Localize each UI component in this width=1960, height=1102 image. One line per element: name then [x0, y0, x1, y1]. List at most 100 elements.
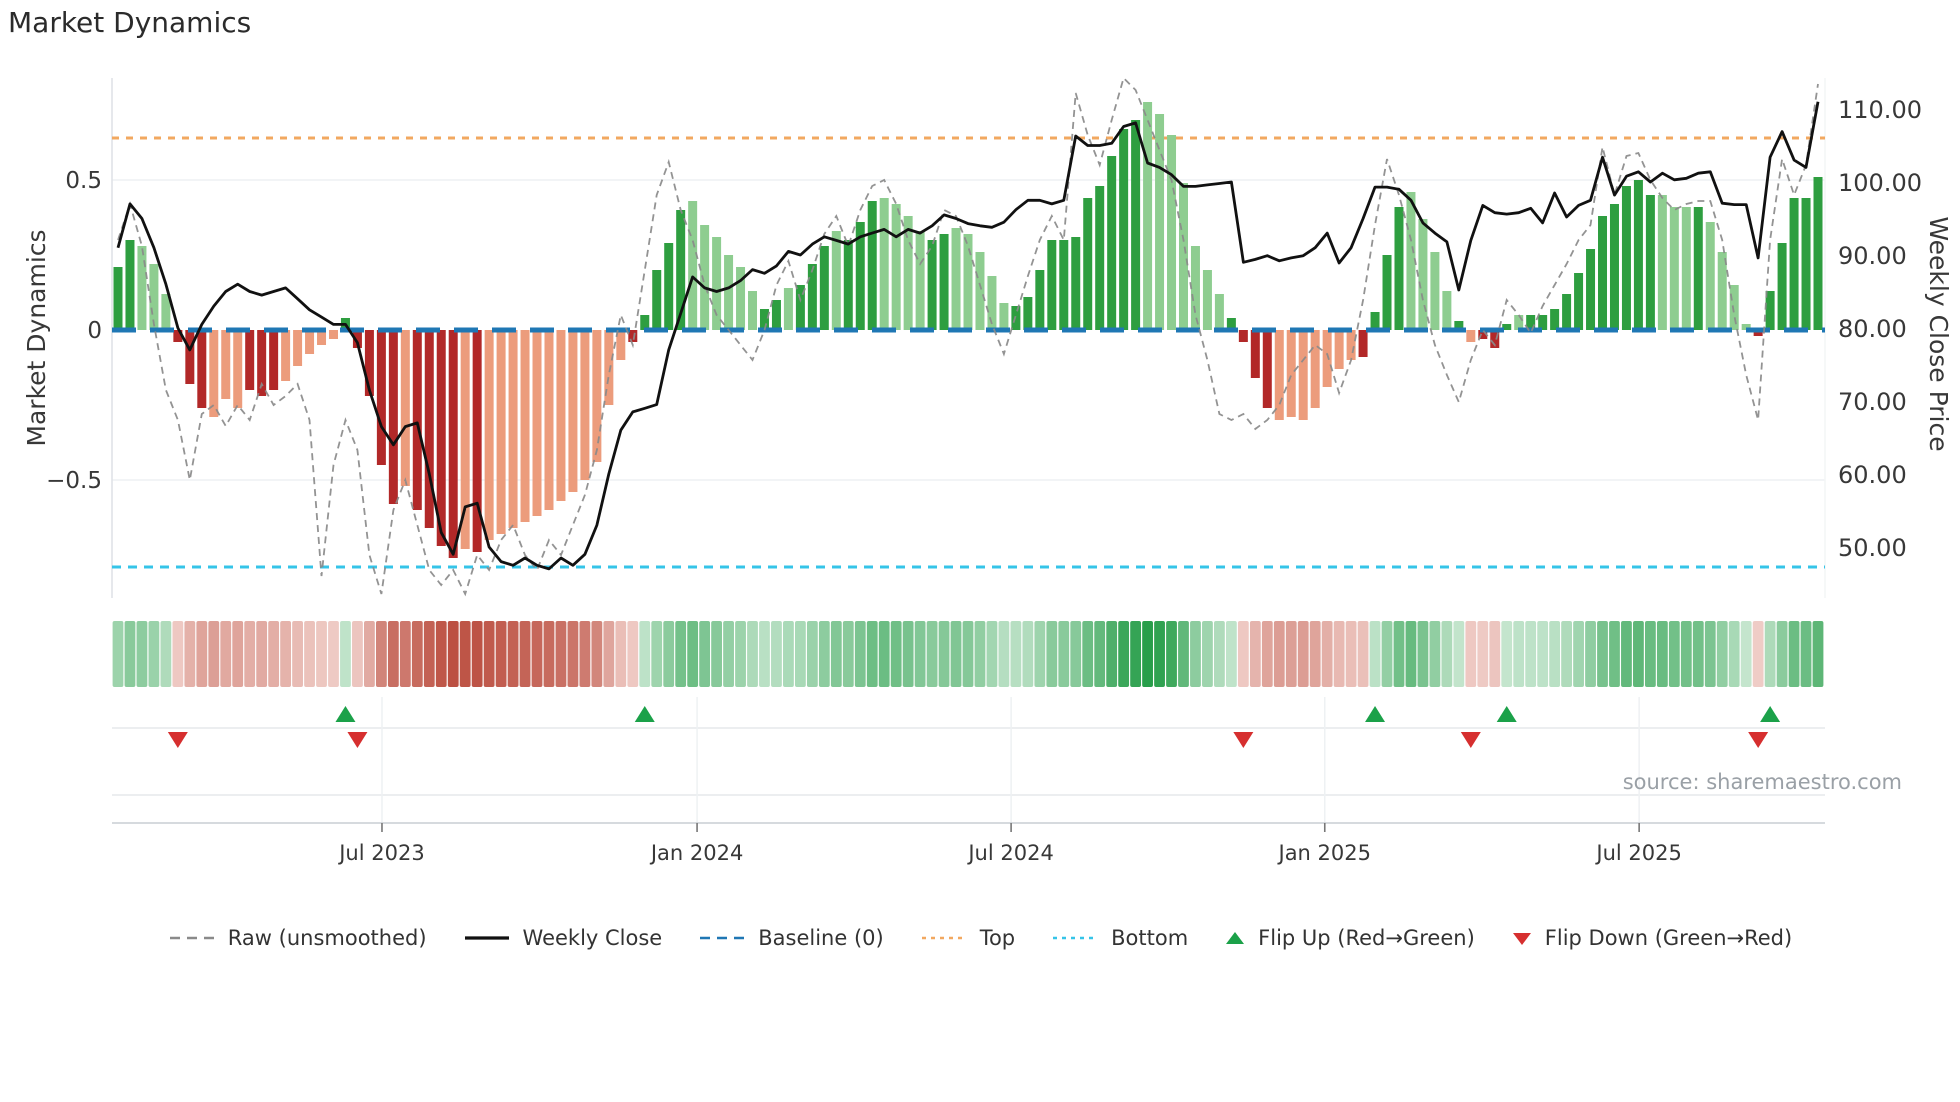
- oscillator-bar: [1119, 129, 1129, 330]
- right-tick-label: 90.00: [1838, 242, 1907, 270]
- heatmap-cell: [1381, 621, 1393, 687]
- oscillator-bar: [1717, 252, 1727, 330]
- oscillator-bar: [185, 330, 195, 384]
- heatmap-cell: [1656, 621, 1668, 687]
- oscillator-bar: [328, 330, 338, 339]
- right-tick-label: 110.00: [1838, 96, 1922, 124]
- heatmap-cell: [1106, 621, 1118, 687]
- oscillator-bar: [1406, 192, 1416, 330]
- heatmap-cell: [531, 621, 543, 687]
- left-tick-label: 0.5: [65, 168, 102, 194]
- oscillator-bar: [1131, 120, 1141, 330]
- oscillator-bar: [688, 201, 698, 330]
- heatmap-cell: [1776, 621, 1788, 687]
- heatmap-cell: [543, 621, 555, 687]
- heatmap-cell: [1633, 621, 1644, 687]
- heatmap-cell: [842, 621, 854, 687]
- oscillator-bar: [951, 228, 961, 330]
- oscillator-bar: [1346, 330, 1356, 360]
- heatmap-cell: [184, 621, 196, 687]
- heatmap-cell: [447, 621, 459, 687]
- heatmap-cell: [1261, 621, 1273, 687]
- heatmap-cell: [1022, 621, 1034, 687]
- oscillator-bar: [1322, 330, 1332, 387]
- legend-label: Baseline (0): [758, 926, 884, 950]
- oscillator-bar: [604, 330, 614, 405]
- oscillator-bar: [364, 330, 374, 396]
- x-tick-label: Jul 2024: [966, 841, 1053, 865]
- oscillator-bar: [1214, 294, 1224, 330]
- dotted-line-icon: [1053, 936, 1098, 940]
- heatmap-cell: [699, 621, 711, 687]
- heatmap-cell: [352, 621, 363, 687]
- oscillator-bar: [1478, 330, 1488, 339]
- flip-down-marker: [347, 732, 368, 748]
- oscillator-bar: [831, 231, 841, 330]
- oscillator-bar: [520, 330, 530, 522]
- left-axis-label: Market Dynamics: [22, 229, 51, 447]
- oscillator-bar: [436, 330, 446, 546]
- heatmap-cell: [1621, 621, 1632, 687]
- oscillator-bar: [1286, 330, 1296, 417]
- oscillator-bar: [352, 330, 362, 348]
- legend-label: Bottom: [1111, 926, 1189, 950]
- heatmap-cell: [1465, 621, 1477, 687]
- heatmap-cell: [759, 621, 770, 687]
- heatmap-cell: [1010, 621, 1022, 687]
- oscillator-bar: [1502, 324, 1512, 330]
- flip-down-marker: [1748, 732, 1769, 748]
- oscillator-bar: [412, 330, 422, 510]
- heatmap-cell: [1609, 621, 1620, 687]
- heatmap-cell: [830, 621, 842, 687]
- oscillator-bar: [221, 330, 231, 399]
- heatmap-cell: [1740, 621, 1752, 687]
- heatmap-cell: [1644, 621, 1656, 687]
- heatmap-cell: [675, 621, 687, 687]
- oscillator-bar: [1669, 207, 1679, 330]
- heatmap-cell: [304, 621, 315, 687]
- heatmap-cell: [1764, 621, 1776, 687]
- heatmap-cell: [1788, 621, 1800, 687]
- heatmap-cell: [1453, 621, 1465, 687]
- oscillator-bar: [496, 330, 506, 534]
- heatmap-cell: [148, 621, 160, 687]
- oscillator-bar: [1777, 243, 1787, 330]
- heatmap-cell: [555, 621, 567, 687]
- heatmap-cell: [651, 621, 663, 687]
- right-tick-label: 50.00: [1838, 534, 1907, 562]
- oscillator-bar: [388, 330, 398, 504]
- oscillator-bar: [1083, 198, 1093, 330]
- page-title: Market Dynamics: [8, 6, 252, 39]
- oscillator-bar: [1358, 330, 1368, 357]
- heatmap-cell: [1716, 621, 1728, 687]
- oscillator-bar: [1394, 207, 1404, 330]
- oscillator-bar: [963, 234, 973, 330]
- oscillator-bar: [556, 330, 566, 501]
- oscillator-bar: [628, 330, 638, 342]
- heatmap-cell: [1405, 621, 1417, 687]
- oscillator-bar: [149, 264, 159, 330]
- oscillator-bar: [712, 237, 722, 330]
- heatmap-cell: [938, 621, 950, 687]
- heatmap-cell: [507, 621, 519, 687]
- legend-item-weekly-close: Weekly Close: [463, 926, 662, 950]
- heatmap-cell: [423, 621, 435, 687]
- oscillator-bar: [1705, 222, 1715, 330]
- heatmap-cell: [220, 621, 232, 687]
- heatmap-cell: [1692, 621, 1704, 687]
- heatmap-cell: [1513, 621, 1525, 687]
- oscillator-bar: [125, 240, 135, 330]
- heatmap-cell: [1369, 621, 1381, 687]
- oscillator-bar: [508, 330, 518, 528]
- heatmap-cell: [1118, 621, 1130, 687]
- oscillator-bar: [245, 330, 255, 390]
- oscillator-bar: [209, 330, 219, 417]
- oscillator-bar: [1454, 321, 1464, 330]
- right-tick-label: 60.00: [1838, 461, 1907, 489]
- flip-down-icon: [1512, 933, 1531, 945]
- oscillator-bar: [1789, 198, 1799, 330]
- heatmap-cell: [806, 621, 818, 687]
- heatmap-cell: [1573, 621, 1584, 687]
- x-tick-label: Jan 2024: [649, 841, 744, 865]
- heatmap-cell: [124, 621, 136, 687]
